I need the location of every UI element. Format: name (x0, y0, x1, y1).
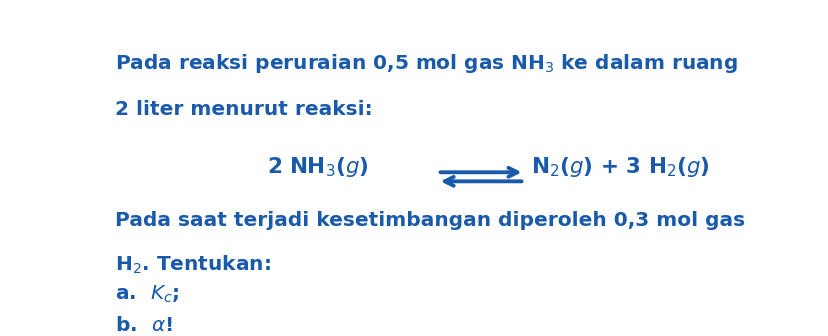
Text: Pada saat terjadi kesetimbangan diperoleh 0,3 mol gas: Pada saat terjadi kesetimbangan diperole… (115, 211, 744, 230)
Text: 2 liter menurut reaksi:: 2 liter menurut reaksi: (115, 100, 373, 119)
Text: N$_2$($g$) + 3 H$_2$($g$): N$_2$($g$) + 3 H$_2$($g$) (530, 156, 709, 179)
Text: b.  $\alpha$!: b. $\alpha$! (115, 316, 173, 335)
Text: H$_2$. Tentukan:: H$_2$. Tentukan: (115, 254, 271, 276)
Text: a.  $K_c$;: a. $K_c$; (115, 284, 180, 305)
Text: Pada reaksi peruraian 0,5 mol gas NH$_3$ ke dalam ruang: Pada reaksi peruraian 0,5 mol gas NH$_3$… (115, 52, 737, 75)
Text: 2 NH$_3$($g$): 2 NH$_3$($g$) (267, 156, 368, 179)
